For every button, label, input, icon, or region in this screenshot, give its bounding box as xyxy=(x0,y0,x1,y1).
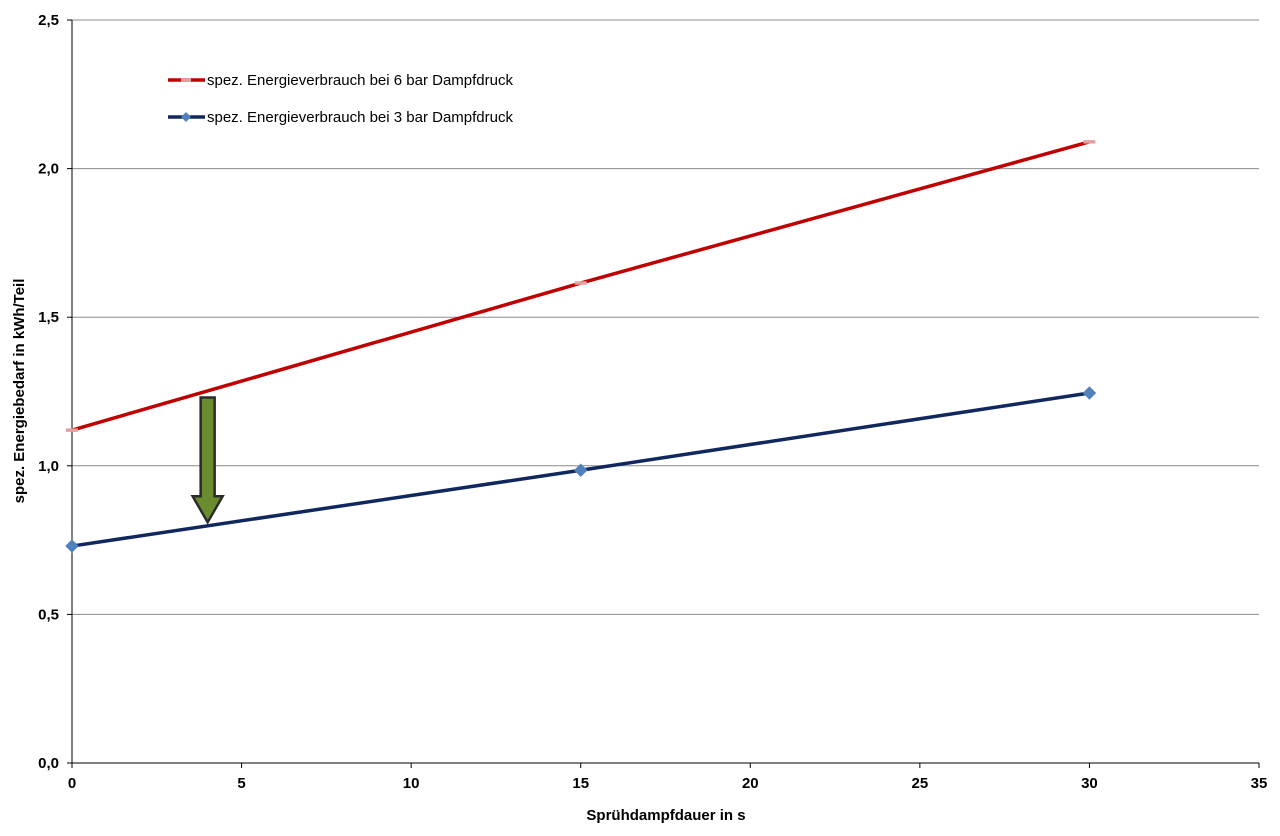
gridlines xyxy=(72,19,1259,615)
data-point-3bar xyxy=(1082,386,1097,400)
x-tick-label: 30 xyxy=(1081,775,1098,792)
down-arrow-annotation xyxy=(190,396,225,525)
x-tick-label: 25 xyxy=(912,775,929,792)
series-line-6bar xyxy=(71,140,1090,432)
legend-label-0: spez. Energieverbrauch bei 6 bar Dampfdr… xyxy=(207,72,513,89)
axes xyxy=(67,19,1260,768)
y-tick-label: 0,5 xyxy=(38,606,59,623)
x-tick-label: 35 xyxy=(1251,775,1268,792)
y-tick-label: 2,5 xyxy=(38,12,59,29)
legend: spez. Energieverbrauch bei 6 bar Dampfdr… xyxy=(168,72,513,126)
tick-labels: 0,0 0,5 1,0 1,5 2,0 2,5 0 5 10 15 20 25 30 35 xyxy=(38,12,1267,792)
x-tick-label: 0 xyxy=(68,775,76,792)
y-tick-label: 2,0 xyxy=(38,161,59,178)
y-tick-label: 1,0 xyxy=(38,458,59,475)
data-point-3bar xyxy=(574,463,588,477)
x-tick-label: 15 xyxy=(572,775,589,792)
y-tick-label: 0,0 xyxy=(38,755,59,772)
series xyxy=(65,140,1097,553)
legend-label-1: spez. Energieverbrauch bei 3 bar Dampfdr… xyxy=(207,109,513,126)
y-tick-label: 1,5 xyxy=(38,309,59,326)
legend-marker-diamond xyxy=(181,112,191,122)
annotations xyxy=(190,396,225,525)
y-axis-title: spez. Energiebedarf in kWh/Teil xyxy=(11,279,28,504)
data-point-3bar xyxy=(65,539,79,553)
x-tick-label: 5 xyxy=(237,775,245,792)
x-tick-label: 20 xyxy=(742,775,759,792)
x-axis-title: Sprühdampfdauer in s xyxy=(586,807,745,824)
x-tick-label: 10 xyxy=(403,775,420,792)
